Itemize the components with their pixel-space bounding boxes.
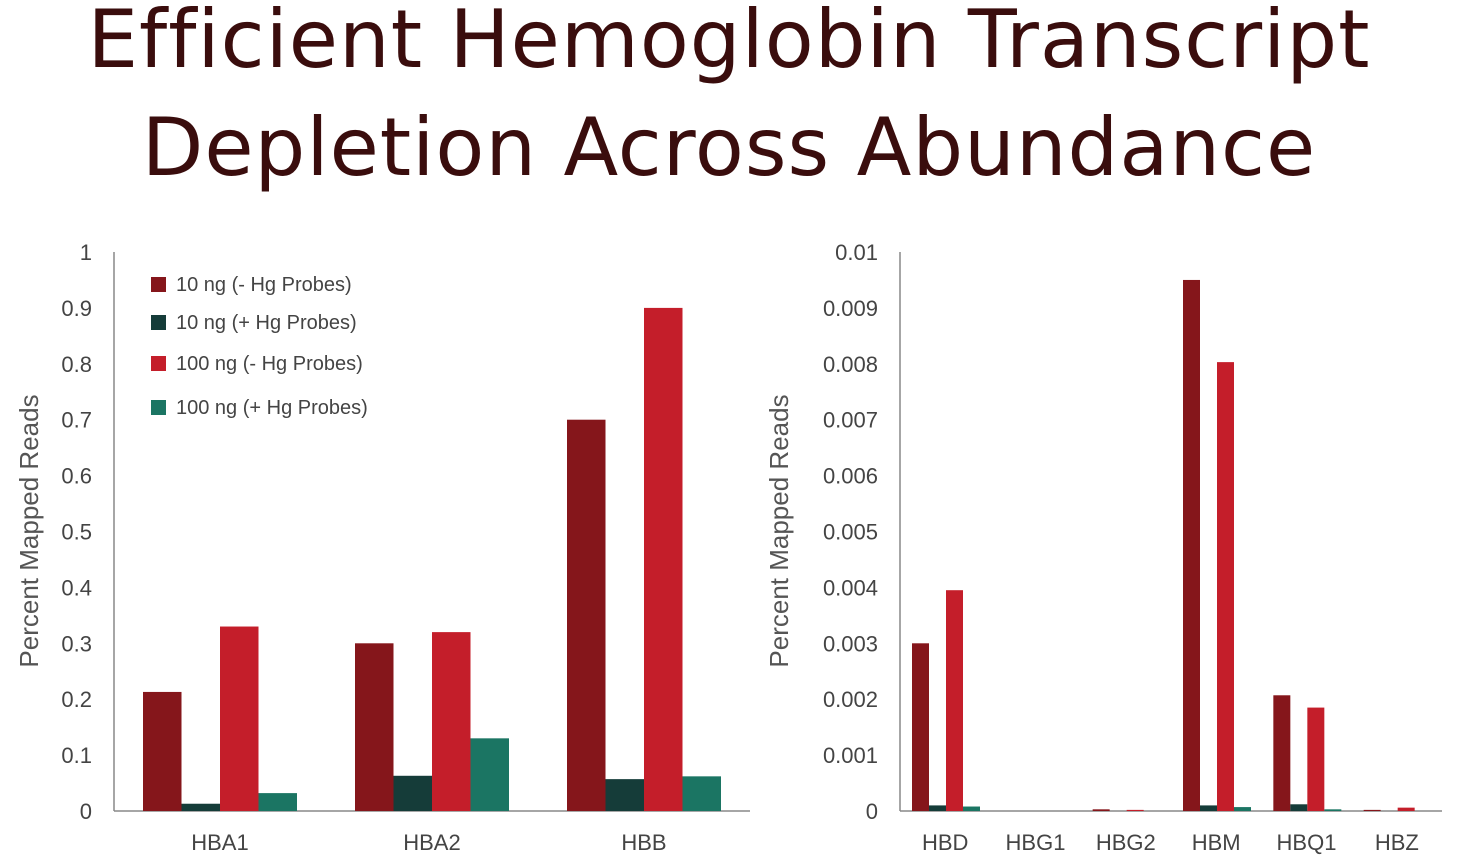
legend-swatch	[151, 315, 166, 330]
chart-2-y-axis-label: Percent Mapped Reads	[764, 394, 794, 667]
chart-2-bar-hbm-s2	[1200, 805, 1217, 811]
chart-2-y-tick-label: 0.001	[823, 743, 878, 768]
chart-2-bar-hbd-s4	[963, 806, 980, 811]
chart-2-bar-hbz-s3	[1397, 807, 1415, 811]
chart-1-y-tick-label: 1	[80, 240, 92, 265]
chart-1-bar-hba2-s1	[355, 643, 394, 811]
chart-1-x-tick-label: HBA1	[191, 830, 248, 855]
chart-1-bar-hba2-s4	[470, 738, 509, 811]
chart-1-x-tick-label: HBA2	[403, 830, 460, 855]
chart-2-bar-hbm-s1	[1183, 279, 1200, 811]
chart-2-bar-hbq1-s3	[1307, 707, 1325, 811]
chart-2-x-tick-label: HBZ	[1375, 830, 1419, 855]
chart-2-y-tick-label: 0.004	[823, 575, 878, 600]
chart-2-y-tick-label: 0.007	[823, 408, 878, 433]
chart-1-bar-hba1-s4	[258, 793, 297, 811]
chart-1-y-tick-label: 0.7	[61, 408, 92, 433]
chart-1-bar-hba1-s1	[143, 691, 182, 811]
chart-2-bar-hbz-s1	[1363, 809, 1381, 811]
chart-1-bar-hbb-s3	[644, 307, 683, 811]
chart-2-bar-hbg2-s1	[1092, 809, 1110, 811]
chart-2-y-tick-label: 0.008	[823, 352, 878, 377]
title-line-1: Efficient Hemoglobin Transcript	[87, 0, 1371, 86]
chart-2-y-tick-label: 0.003	[823, 631, 878, 656]
chart-1-bar-hba2-s3	[432, 632, 471, 811]
legend-swatch	[151, 356, 166, 371]
chart-2-y-tick-label: 0.01	[835, 240, 878, 265]
legend-label: 10 ng (+ Hg Probes)	[176, 312, 357, 334]
chart-2-y-tick-label: 0	[866, 799, 878, 824]
chart-2-x-tick-label: HBG1	[1006, 830, 1066, 855]
chart-2-x-tick-label: HBG2	[1096, 830, 1156, 855]
chart-1-y-tick-label: 0	[80, 799, 92, 824]
chart-2-x-tick-label: HBM	[1192, 830, 1241, 855]
chart-1-y-tick-label: 0.3	[61, 631, 92, 656]
chart-2-y-tick-label: 0.002	[823, 687, 878, 712]
chart-1-x-tick-label: HBB	[621, 830, 666, 855]
page-title: Efficient Hemoglobin Transcript Depletio…	[0, 0, 1458, 202]
chart-2-y-tick-label: 0.009	[823, 296, 878, 321]
legend-label: 100 ng (- Hg Probes)	[176, 353, 363, 375]
legend-swatch	[151, 400, 166, 415]
chart-1-y-tick-label: 0.2	[61, 687, 92, 712]
chart-1-bar-hba2-s2	[393, 775, 432, 811]
legend-swatch	[151, 277, 166, 292]
chart-1-y-tick-label: 0.5	[61, 520, 92, 545]
chart-1-y-tick-label: 0.4	[61, 575, 92, 600]
chart-2-x-tick-label: HBD	[922, 830, 968, 855]
chart-2-bar-hbq1-s1	[1273, 695, 1291, 811]
chart-1-y-tick-label: 0.8	[61, 352, 92, 377]
chart-2-bar-hbd-s1	[912, 643, 929, 811]
chart-1-bar-hba1-s3	[220, 626, 259, 811]
chart-1-bar-hbb-s2	[605, 779, 644, 811]
chart-2-bar-hbm-s3	[1217, 362, 1234, 811]
chart-1-y-axis-label: Percent Mapped Reads	[14, 394, 44, 667]
chart-2-bar-hbg2-s3	[1126, 809, 1144, 811]
chart-1-bar-hbb-s4	[682, 776, 721, 811]
title-line-2: Depletion Across Abundance	[141, 101, 1317, 194]
chart-2-bar-hbm-s4	[1234, 807, 1251, 811]
chart-1-y-tick-label: 0.6	[61, 464, 92, 489]
chart-2-bar-hbd-s2	[929, 805, 946, 811]
legend-label: 100 ng (+ Hg Probes)	[176, 397, 368, 419]
chart-1-y-tick-label: 0.9	[61, 296, 92, 321]
chart-1-bar-hbb-s1	[567, 419, 606, 811]
chart-1-bar-hba1-s2	[181, 803, 220, 811]
legend-label: 10 ng (- Hg Probes)	[176, 274, 352, 296]
chart-2-bar-hbq1-s4	[1324, 809, 1342, 811]
chart-2-x-tick-label: HBQ1	[1277, 830, 1337, 855]
chart-2-bar-hbq1-s2	[1290, 804, 1308, 811]
chart-1-y-tick-label: 0.1	[61, 743, 92, 768]
chart-2-bar-hbd-s3	[946, 590, 963, 811]
chart-2-y-tick-label: 0.006	[823, 464, 878, 489]
chart-2-y-tick-label: 0.005	[823, 520, 878, 545]
